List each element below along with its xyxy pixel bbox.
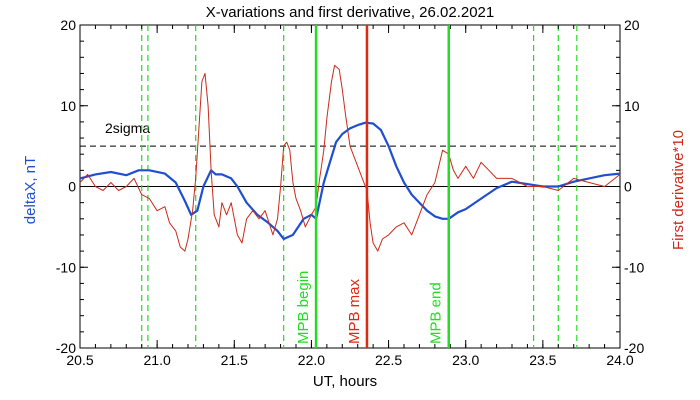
y-tick-label-left-0: -20 [56,340,76,356]
chart-title: X-variations and first derivative, 26.02… [206,4,495,21]
x-tick-label-3: 22.0 [298,352,325,368]
x-tick-label-5: 23.0 [452,352,479,368]
y-tick-label-right-4: 20 [624,17,640,33]
y-tick-label-right-2: 0 [624,179,632,195]
y-tick-label-right-3: 10 [624,98,640,114]
series-line-derivative [79,64,621,252]
y-axis-label-left: deltaX, nT [22,156,39,224]
y-tick-label-right-1: -10 [624,259,644,275]
y-tick-label-left-4: 20 [60,17,76,33]
marker-label-1: MPB max [346,278,363,344]
x-tick-label-2: 21.5 [221,352,248,368]
y-tick-label-right-0: -20 [624,340,644,356]
x-axis-label: UT, hours [313,373,377,390]
y-tick-label-left-3: 10 [60,98,76,114]
x-tick-label-0: 20.5 [66,352,93,368]
plot-area: 20.5 21.0 21.5 22.0 22.5 23.0 23.5 24.0-20-1001… [56,17,645,368]
y-tick-label-left-2: 0 [68,179,76,195]
x-tick-label-6: 23.5 [529,352,556,368]
x-tick-label-1: 21.0 [144,352,171,368]
x-tick-label-4: 22.5 [375,352,402,368]
series-line-deltax [79,121,621,241]
x-tick-label-7: 24.0 [606,352,633,368]
y-tick-label-left-1: -10 [56,259,76,275]
marker-label-2: MPB end [428,282,445,344]
marker-label-0: MPB begin [295,271,312,344]
threshold-label: 2sigma [105,120,150,136]
y-axis-label-right: First derivative*10 [670,130,687,250]
